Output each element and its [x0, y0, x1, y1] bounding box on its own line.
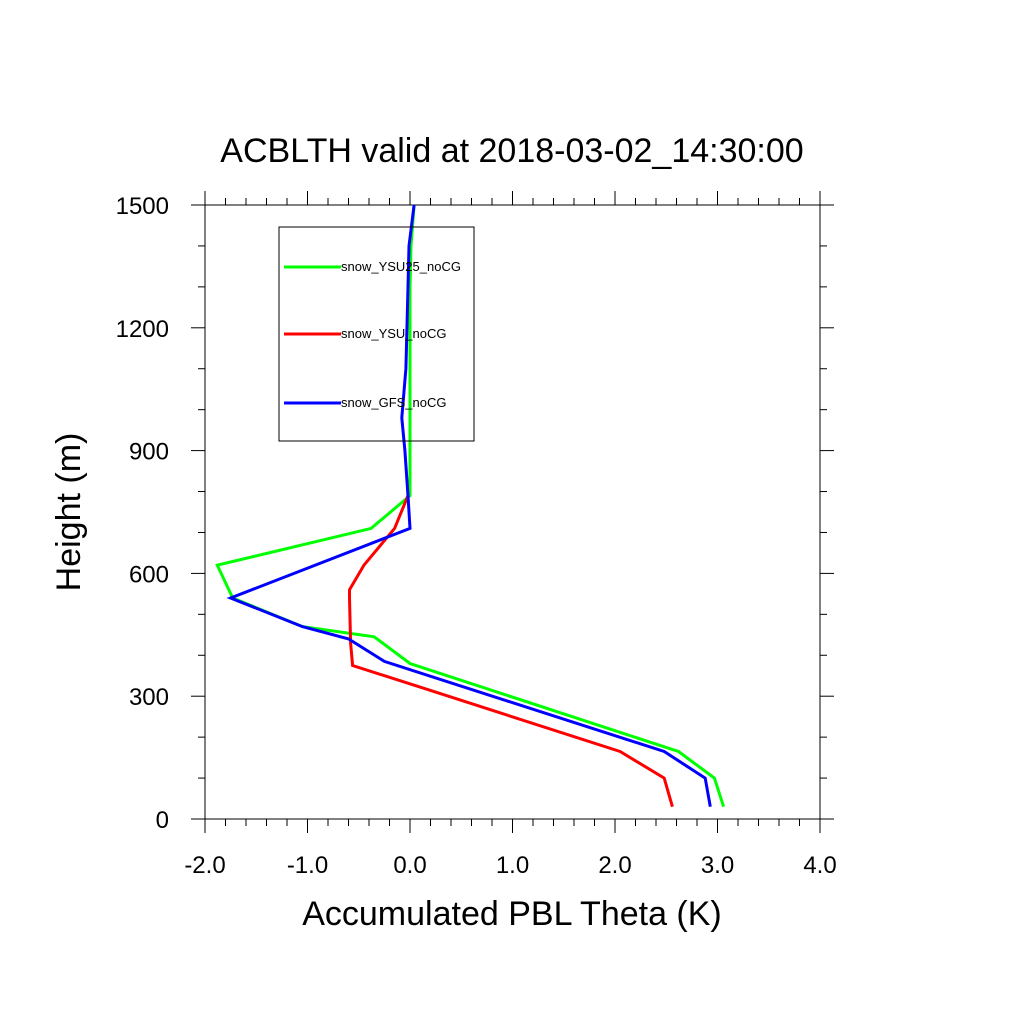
legend-label: snow_YSU25_noCG [341, 259, 461, 274]
y-tick-label: 1500 [116, 193, 169, 220]
y-tick-label: 300 [129, 684, 169, 711]
y-tick-label: 1200 [116, 316, 169, 343]
plot-frame [204, 204, 821, 820]
x-tick-label: -2.0 [184, 852, 225, 879]
y-tick-label: 900 [129, 439, 169, 466]
x-tick-label: 2.0 [598, 852, 631, 879]
y-tick-label: 0 [156, 807, 169, 834]
legend-label: snow_YSU_noCG [341, 326, 447, 341]
x-tick-label: 4.0 [803, 852, 836, 879]
plot-area: -2.0 -1.0 0.0 1.0 2.0 3.0 4.0 0 300 600 900 1200 150… [116, 191, 837, 879]
chart-title: ACBLTH valid at 2018-03-02_14:30:00 [220, 132, 803, 170]
y-tick-label: 600 [129, 561, 169, 588]
series-line-snow_GFS_noCG [226, 204, 712, 807]
x-tick-label: 1.0 [496, 852, 529, 879]
x-axis-label: Accumulated PBL Theta (K) [302, 895, 722, 933]
legend-label: snow_GFS_noCG [341, 395, 447, 410]
x-tick-label: 3.0 [701, 852, 734, 879]
series-line-snow_YSU25_noCG [215, 204, 726, 808]
legend-box [278, 226, 475, 442]
y-axis-label: Height (m) [50, 433, 88, 592]
x-tick-label: 0.0 [393, 852, 426, 879]
legend: snow_YSU25_noCG snow_YSU_noCG snow_GFS_noC… [278, 226, 475, 442]
x-tick-label: -1.0 [287, 852, 328, 879]
series-line-snow_YSU_noCG [348, 495, 674, 808]
